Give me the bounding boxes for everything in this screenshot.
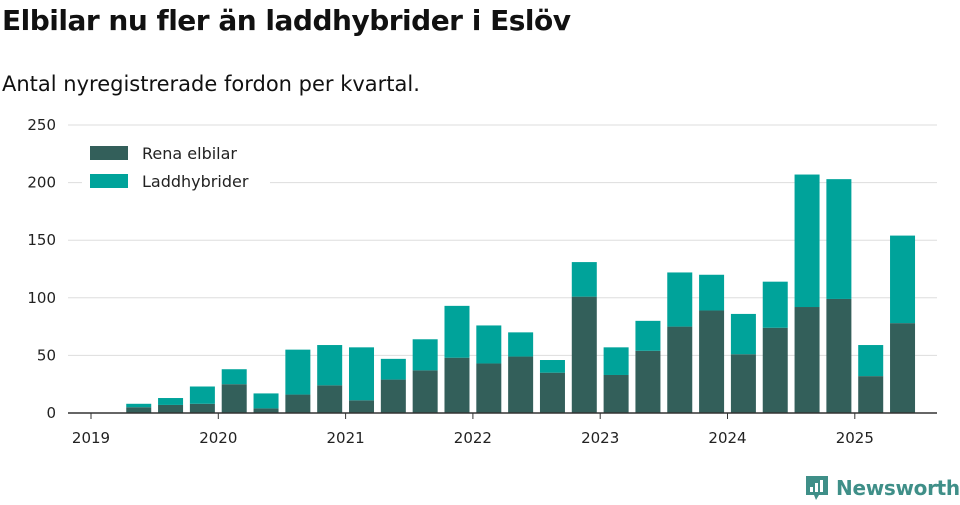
bar-rena-elbilar-2022-Q4 <box>571 296 597 413</box>
y-tick-label-250: 250 <box>27 116 56 134</box>
bar-laddhybrider-2020-Q3 <box>285 349 311 395</box>
bar-laddhybrider-2022-Q2 <box>508 332 534 357</box>
bar-rena-elbilar-2019-Q3 <box>158 404 184 413</box>
chart-title: Elbilar nu fler än laddhybrider i Eslöv <box>2 4 571 37</box>
bar-rena-elbilar-2019-Q2 <box>126 407 152 413</box>
bar-rena-elbilar-2025-Q1 <box>858 376 884 413</box>
bar-laddhybrider-2023-Q1 <box>603 347 629 375</box>
bar-rena-elbilar-2023-Q2 <box>635 350 661 413</box>
x-tick-label-2023: 2023 <box>581 429 619 447</box>
x-tick-label-2021: 2021 <box>327 429 365 447</box>
bar-laddhybrider-2022-Q1 <box>476 325 502 364</box>
bar-rena-elbilar-2020-Q1 <box>221 384 247 413</box>
x-tick-label-2022: 2022 <box>454 429 492 447</box>
legend-swatch-0 <box>90 146 128 160</box>
bar-laddhybrider-2021-Q2 <box>380 358 406 380</box>
bar-laddhybrider-2022-Q3 <box>539 360 565 373</box>
y-tick-label-100: 100 <box>27 289 56 307</box>
bar-laddhybrider-2023-Q3 <box>667 272 693 327</box>
bar-laddhybrider-2023-Q2 <box>635 320 661 351</box>
y-tick-label-150: 150 <box>27 231 56 249</box>
newsworthy-logo-text: Newsworthy <box>836 476 960 500</box>
bar-rena-elbilar-2024-Q2 <box>762 327 788 413</box>
bar-laddhybrider-2022-Q4 <box>571 262 597 297</box>
bar-rena-elbilar-2022-Q1 <box>476 363 502 413</box>
legend-label-0: Rena elbilar <box>142 144 237 163</box>
bar-laddhybrider-2024-Q2 <box>762 281 788 328</box>
newsworthy-logo: Newsworthy <box>804 474 960 502</box>
x-tick-label-2025: 2025 <box>836 429 874 447</box>
bar-laddhybrider-2025-Q2 <box>890 235 916 324</box>
bar-rena-elbilar-2022-Q2 <box>508 356 534 413</box>
bar-rena-elbilar-2024-Q3 <box>794 307 820 413</box>
bar-laddhybrider-2025-Q1 <box>858 345 884 377</box>
legend-swatch-1 <box>90 174 128 188</box>
bar-rena-elbilar-2024-Q1 <box>730 354 756 413</box>
y-tick-label-0: 0 <box>46 404 56 422</box>
bar-rena-elbilar-2020-Q2 <box>253 408 279 413</box>
y-tick-label-200: 200 <box>27 174 56 192</box>
bar-rena-elbilar-2021-Q2 <box>380 379 406 413</box>
bar-rena-elbilar-2019-Q4 <box>189 403 215 413</box>
bar-laddhybrider-2020-Q4 <box>317 345 343 386</box>
legend: Rena elbilar Laddhybrider <box>82 138 270 198</box>
bar-rena-elbilar-2020-Q4 <box>317 385 343 413</box>
bar-rena-elbilar-2022-Q3 <box>539 372 565 413</box>
bar-laddhybrider-2020-Q2 <box>253 393 279 409</box>
bar-laddhybrider-2019-Q3 <box>158 398 184 405</box>
bar-rena-elbilar-2023-Q3 <box>667 326 693 413</box>
bar-laddhybrider-2019-Q4 <box>189 386 215 404</box>
bar-laddhybrider-2024-Q3 <box>794 174 820 308</box>
bar-laddhybrider-2021-Q4 <box>444 305 470 358</box>
bar-rena-elbilar-2024-Q4 <box>826 298 852 413</box>
bar-laddhybrider-2023-Q4 <box>699 274 725 311</box>
x-tick-label-2020: 2020 <box>199 429 237 447</box>
bar-rena-elbilar-2023-Q1 <box>603 374 629 413</box>
chart-subtitle: Antal nyregistrerade fordon per kvartal. <box>2 72 420 96</box>
axis-layer: 0 50 100 150 200 250 2019 2020 2021 2022 2023 2024 2… <box>27 116 937 447</box>
bar-rena-elbilar-2020-Q3 <box>285 394 311 413</box>
bar-laddhybrider-2021-Q1 <box>349 347 375 401</box>
legend-label-1: Laddhybrider <box>142 172 249 191</box>
bar-rena-elbilar-2021-Q3 <box>412 370 438 413</box>
bar-rena-elbilar-2023-Q4 <box>699 310 725 413</box>
bar-layer <box>126 174 916 413</box>
x-tick-label-2024: 2024 <box>708 429 746 447</box>
bar-laddhybrider-2024-Q4 <box>826 179 852 299</box>
x-tick-label-2019: 2019 <box>72 429 110 447</box>
bar-rena-elbilar-2021-Q1 <box>349 400 375 413</box>
bar-laddhybrider-2024-Q1 <box>730 313 756 355</box>
bar-rena-elbilar-2025-Q2 <box>890 323 916 413</box>
bar-laddhybrider-2019-Q2 <box>126 403 152 408</box>
y-tick-label-50: 50 <box>37 346 56 364</box>
bar-laddhybrider-2021-Q3 <box>412 339 438 371</box>
bar-rena-elbilar-2021-Q4 <box>444 357 470 413</box>
newsworthy-logo-icon <box>806 476 828 500</box>
bar-laddhybrider-2020-Q1 <box>221 369 247 385</box>
